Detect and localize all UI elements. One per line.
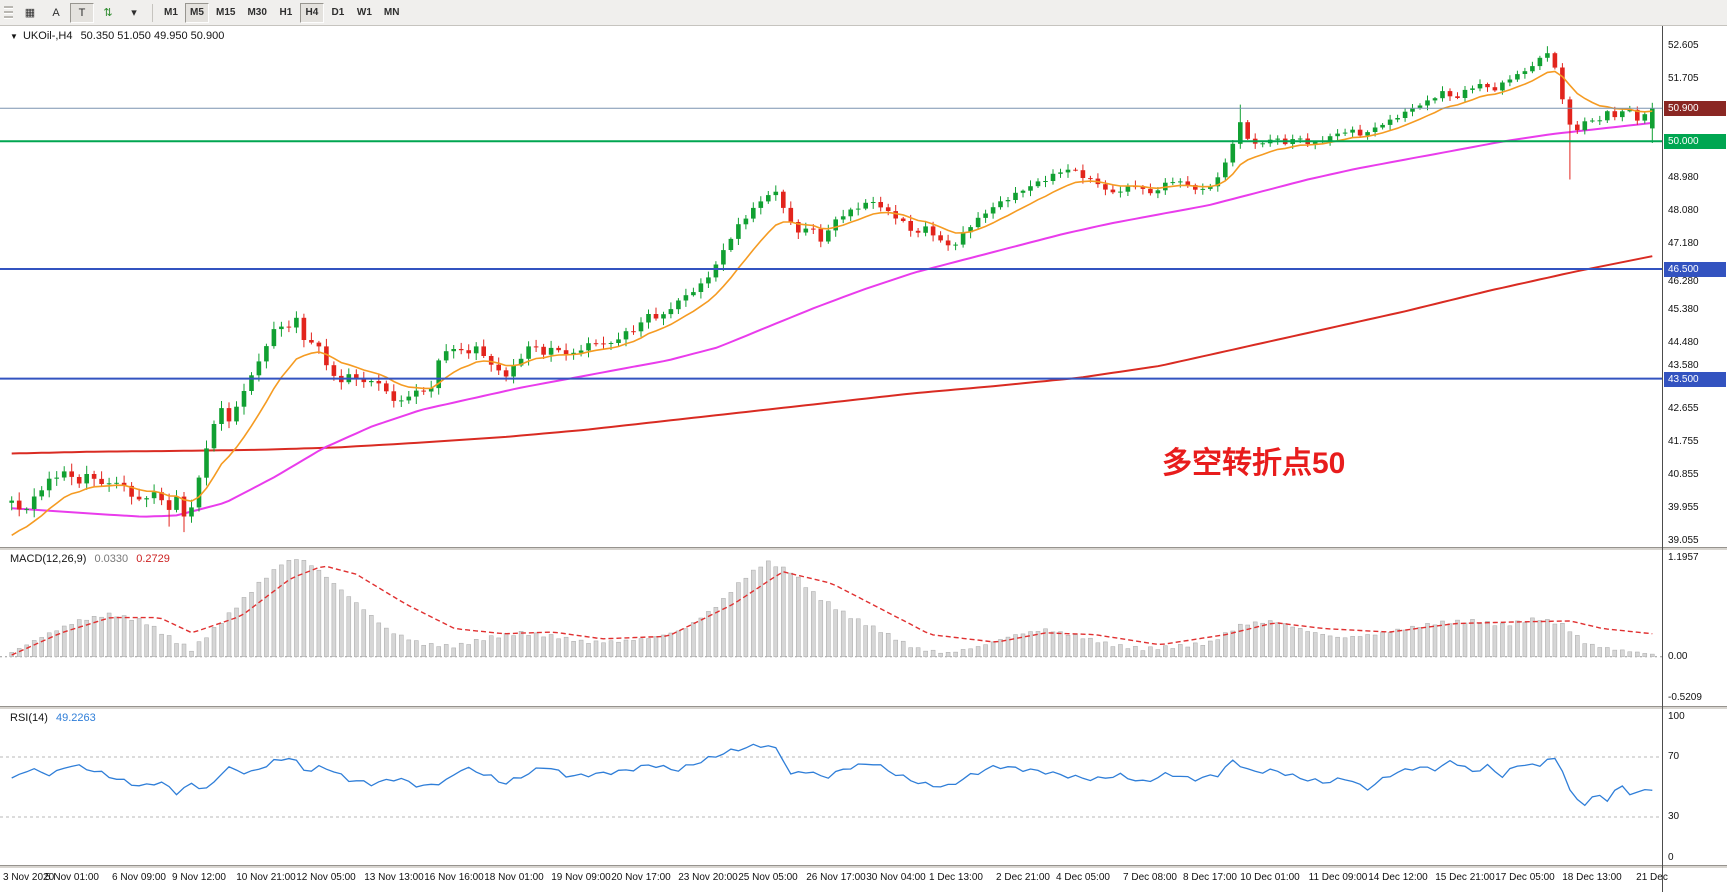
indicators-icon[interactable]: ⇅ [103,7,113,19]
chart-annotation-text[interactable]: 多空转折点50 [1162,447,1346,480]
time-axis-label: 12 Nov 05:00 [296,872,356,883]
time-axis-label: 21 Dec [1636,872,1668,883]
pane-separator[interactable] [0,865,1727,868]
price-badge-50.000: 50.000 [1664,134,1726,149]
time-axis-label: 17 Dec 05:00 [1495,872,1555,883]
time-axis-label: 10 Nov 21:00 [236,872,296,883]
time-axis-label: 19 Nov 09:00 [551,872,611,883]
time-axis-label: 11 Dec 09:00 [1308,872,1368,883]
macd-axis-min: -0.5209 [1668,692,1702,703]
chart-title: ▼ UKOil-,H4 50.350 51.050 49.950 50.900 [10,30,229,42]
toolbar-separator [152,3,153,22]
time-axis-label: 6 Nov 09:00 [112,872,166,883]
time-axis-label: 3 Nov 2020 [3,872,55,883]
time-axis-label: 7 Dec 08:00 [1123,872,1177,883]
macd-main-value: 0.0330 [94,553,129,565]
timeframe-button-M15[interactable]: M15 [216,7,236,18]
price-axis-label: 47.180 [1668,238,1699,249]
time-axis-label: 9 Nov 12:00 [172,872,226,883]
fast-ma-line [11,70,1653,536]
timeframe-button-D1[interactable]: D1 [331,7,345,18]
rsi-axis-label: 0 [1668,852,1674,863]
macd-signal-line [11,565,1653,656]
price-axis-label: 46.280 [1668,276,1699,287]
text-tool-button[interactable]: T [70,2,94,23]
price-axis-label: 43.580 [1668,360,1699,371]
toolbar: ▦ A T ⇅ ▾ M1 M5 M15 M30 H1 H4 D1 W1 MN [0,0,1727,26]
timeframe-buttons-group: M1 M5 M15 M30 H1 H4 D1 W1 MN [158,2,405,23]
price-axis-label: 40.855 [1668,469,1699,480]
time-axis-label: 1 Dec 13:00 [929,872,983,883]
windows-icon[interactable]: ▦ [24,7,36,19]
price-axis-label: 51.705 [1668,73,1699,84]
time-axis-label: 18 Dec 13:00 [1562,872,1622,883]
time-axis-label: 15 Dec 21:00 [1435,872,1495,883]
slow-ma-line [11,255,1653,455]
price-axis-label: 41.755 [1668,436,1699,447]
time-axis-label: 20 Nov 17:00 [611,872,671,883]
tool-dropdown-icon[interactable]: ▾ [131,7,137,19]
toolbar-grip-handle[interactable] [4,4,13,22]
price-axis-label: 52.605 [1668,40,1699,51]
price-badge-46.500: 46.500 [1664,262,1726,277]
rsi-axis-label: 100 [1668,711,1685,722]
price-axis-label: 45.380 [1668,304,1699,315]
rsi-axis-label: 30 [1668,811,1680,822]
price-axis-label: 48.980 [1668,172,1699,183]
time-axis-label: 26 Nov 17:00 [806,872,866,883]
time-axis-label: 18 Nov 01:00 [484,872,544,883]
macd-signal-value: 0.2729 [136,553,170,565]
cursor-tool-button[interactable]: A [52,6,60,19]
macd-axis-max: 1.1957 [1668,552,1699,563]
time-axis-label: 25 Nov 05:00 [738,872,798,883]
price-badge-50.900: 50.900 [1664,101,1726,116]
time-axis-label: 23 Nov 20:00 [678,872,738,883]
timeframe-button-H1[interactable]: H1 [279,7,293,18]
rsi-label: RSI(14) [10,712,48,724]
timeframe-button-M5[interactable]: M5 [185,2,209,23]
time-axis-label: 30 Nov 04:00 [866,872,926,883]
time-axis-label: 10 Dec 01:00 [1240,872,1300,883]
time-axis-label: 4 Dec 05:00 [1056,872,1110,883]
time-axis[interactable]: 3 Nov 2020 5 Nov 01:00 6 Nov 09:00 9 Nov 12… [0,868,1727,892]
rsi-value: 49.2263 [55,712,96,724]
timeframe-button-MN[interactable]: MN [383,7,400,18]
pane-separator[interactable] [0,706,1727,709]
pane-separator[interactable] [0,547,1727,550]
symbol-dropdown-icon[interactable]: ▼ [10,32,18,41]
chart-ohlc-values: 50.350 51.050 49.950 50.900 [80,30,225,42]
time-axis-label: 16 Nov 16:00 [424,872,484,883]
macd-indicator-label: MACD(12,26,9) 0.0330 0.2729 [10,553,175,565]
timeframe-button-M1[interactable]: M1 [164,7,178,18]
time-axis-label: 8 Dec 17:00 [1183,872,1237,883]
chart-symbol-label: UKOil-,H4 [22,30,73,42]
timeframe-button-M30[interactable]: M30 [247,7,267,18]
price-axis-label: 44.480 [1668,337,1699,348]
mid-ma-line [11,121,1653,518]
time-axis-label: 2 Dec 21:00 [996,872,1050,883]
price-axis[interactable]: 52.605 51.705 48.980 48.080 47.180 46.280 45.3… [1662,26,1727,892]
time-axis-label: 13 Nov 13:00 [364,872,424,883]
price-axis-label: 39.055 [1668,535,1699,546]
time-axis-label: 5 Nov 01:00 [45,872,99,883]
time-axis-label: 14 Dec 12:00 [1368,872,1428,883]
timeframe-button-H4[interactable]: H4 [299,2,324,23]
rsi-axis-label: 70 [1668,751,1680,762]
price-badge-43.500: 43.500 [1664,372,1726,387]
rsi-line [11,743,1653,807]
rsi-indicator-label: RSI(14) 49.2263 [10,712,101,724]
price-axis-label: 39.955 [1668,502,1699,513]
price-axis-label: 42.655 [1668,403,1699,414]
price-axis-label: 48.080 [1668,205,1699,216]
macd-axis-zero: 0.00 [1668,651,1688,662]
tool-buttons-group: ▦ A T ⇅ ▾ [17,2,147,23]
timeframe-button-W1[interactable]: W1 [356,7,372,18]
macd-label: MACD(12,26,9) [10,553,87,565]
